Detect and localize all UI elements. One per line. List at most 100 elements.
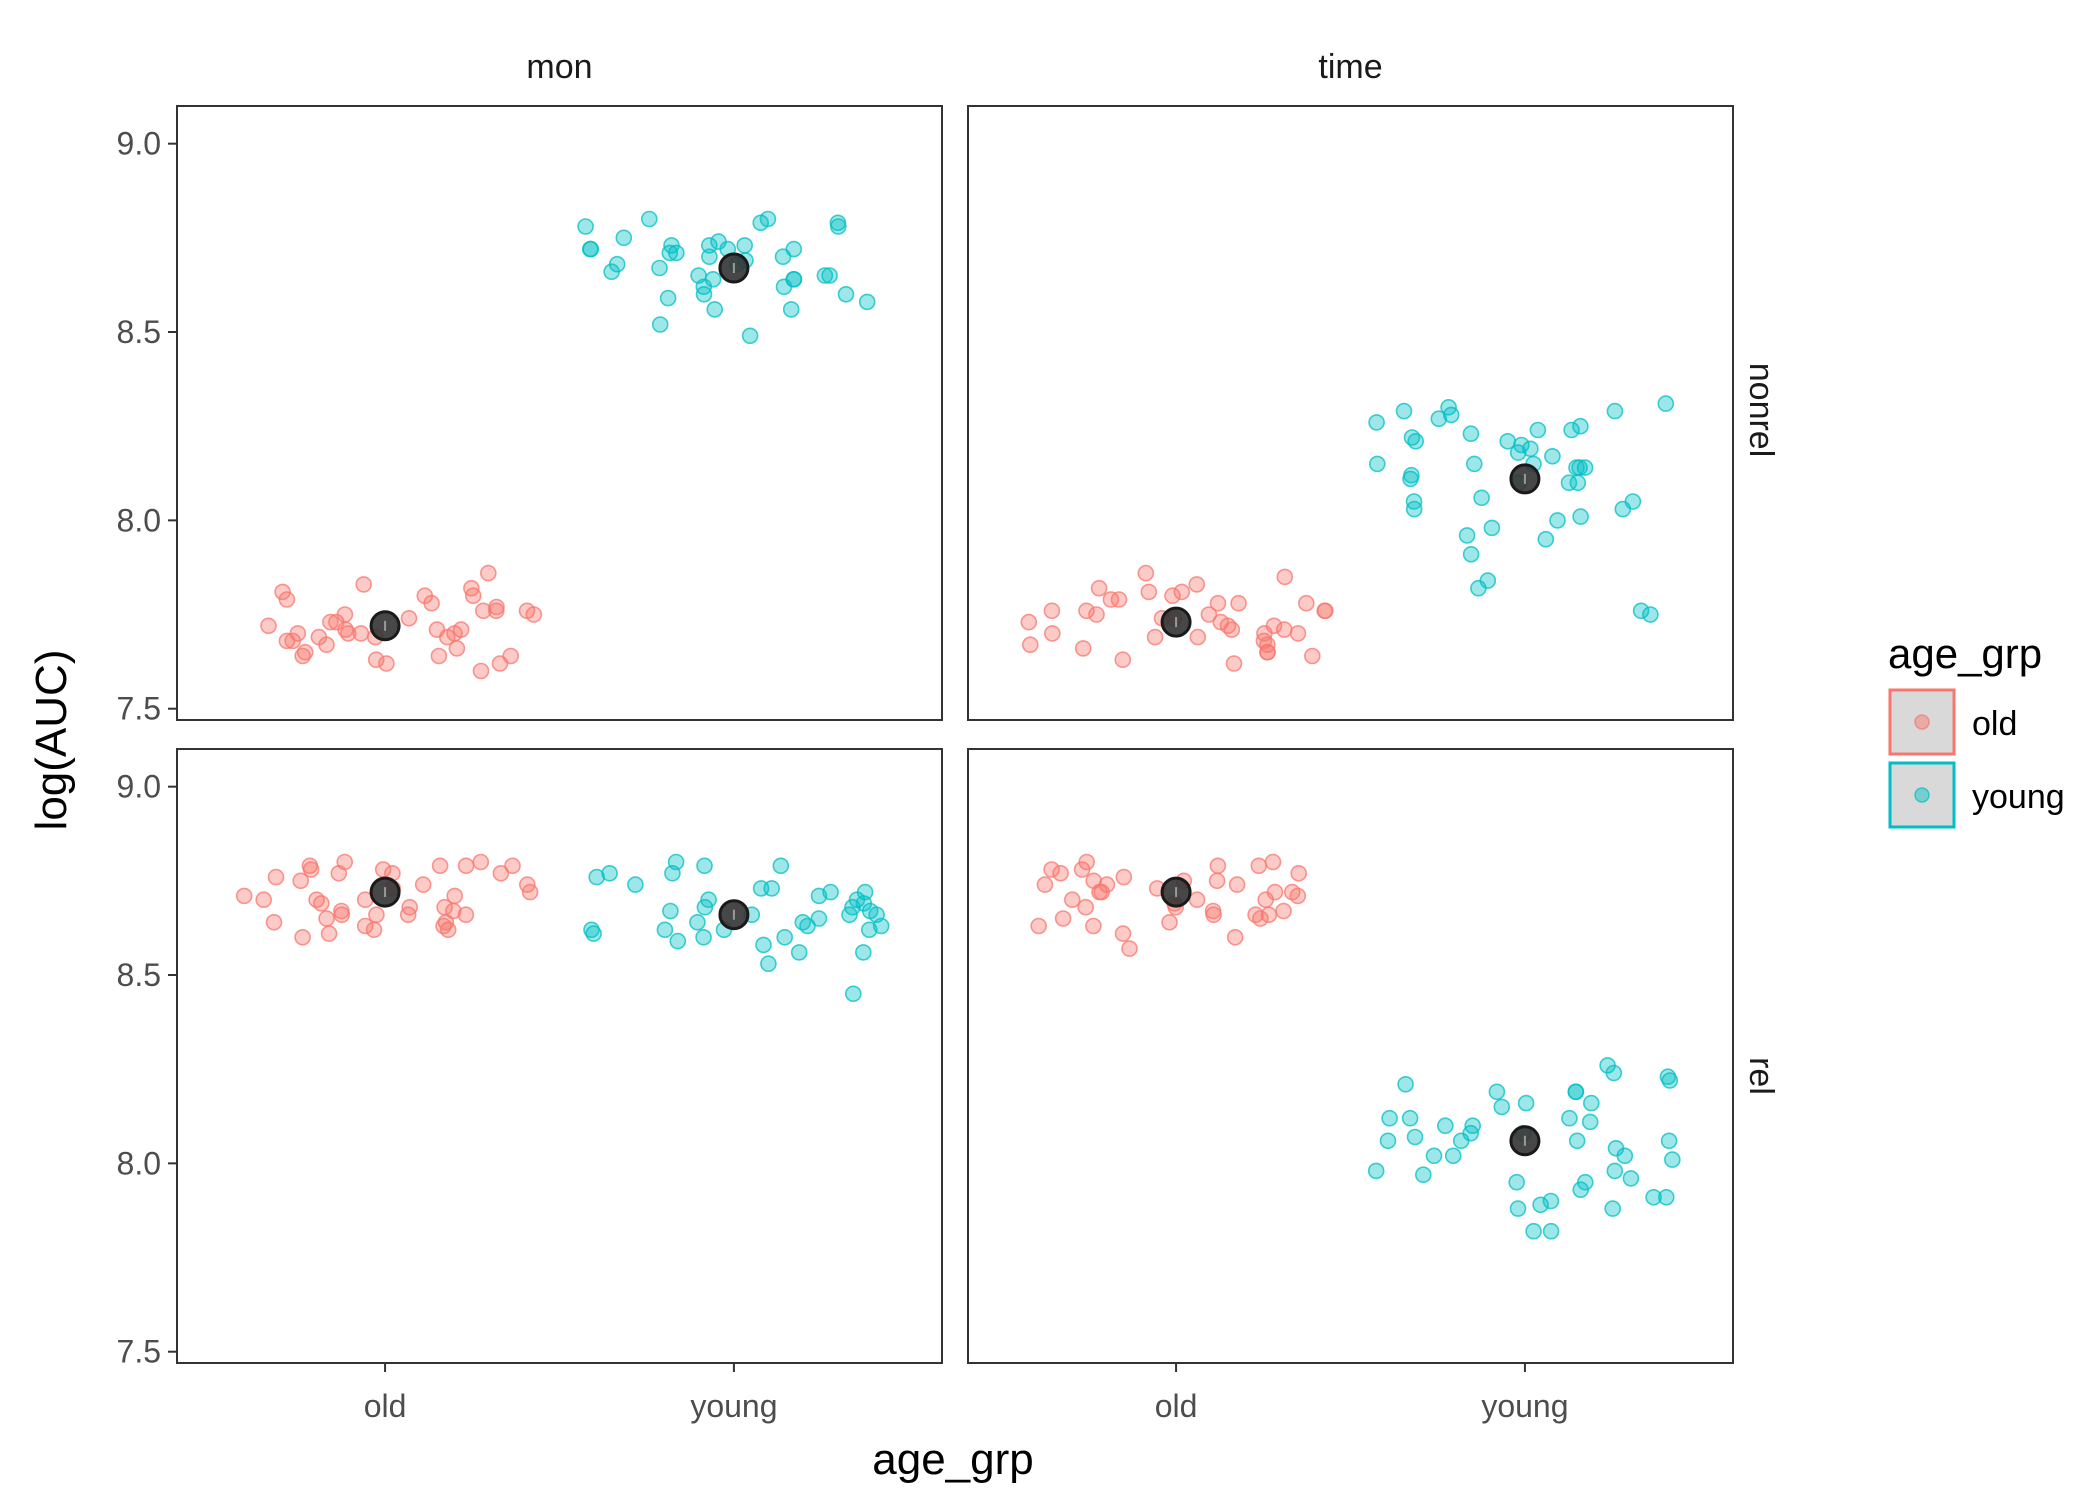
- data-point-old: [1115, 868, 1133, 886]
- data-point-old: [302, 861, 320, 878]
- data-point-young: [736, 237, 754, 254]
- y-tick-label: 8.0: [117, 502, 161, 538]
- data-point-old: [1317, 602, 1334, 620]
- data-point-old: [1304, 647, 1321, 665]
- data-point-young: [1576, 459, 1594, 476]
- data-point-young: [1605, 1064, 1623, 1082]
- data-point-young: [1632, 602, 1650, 620]
- data-point-young: [782, 301, 800, 318]
- data-point-old: [1137, 564, 1155, 582]
- data-point-young: [1661, 1072, 1679, 1089]
- data-point-young: [701, 248, 718, 266]
- legend-swatch-young: [1914, 787, 1930, 803]
- data-point-young: [1569, 474, 1587, 492]
- data-point-young: [763, 880, 781, 897]
- data-point-young: [1581, 1113, 1599, 1131]
- data-point-old: [1289, 625, 1307, 642]
- data-point-old: [1020, 613, 1038, 631]
- data-point-young: [695, 928, 712, 946]
- data-point-old: [1256, 625, 1273, 642]
- data-point-young: [1483, 519, 1501, 537]
- data-point-old: [322, 613, 339, 631]
- data-point-young: [1379, 1132, 1397, 1150]
- data-point-old: [1022, 636, 1039, 654]
- data-point-young: [1452, 1132, 1470, 1150]
- data-point-young: [1658, 1189, 1675, 1206]
- data-point-young: [1367, 1162, 1385, 1180]
- data-point-young: [1522, 440, 1539, 458]
- data-point-young: [581, 240, 599, 258]
- data-point-old: [1090, 579, 1108, 597]
- data-point-young: [1462, 425, 1480, 443]
- data-point-old: [355, 576, 373, 593]
- data-point-old: [1204, 902, 1222, 920]
- data-point-old: [1250, 857, 1268, 875]
- data-point-old: [452, 621, 470, 638]
- data-point-old: [278, 632, 296, 650]
- y-tick-label: 8.0: [117, 1145, 161, 1181]
- data-point-young: [1544, 447, 1561, 465]
- data-point-old: [436, 898, 453, 916]
- data-point-old: [1054, 910, 1072, 927]
- data-point-old: [1044, 625, 1061, 642]
- data-point-old: [416, 587, 434, 605]
- data-point-young: [662, 902, 679, 920]
- data-point-old: [472, 662, 490, 680]
- data-point-young: [848, 891, 866, 909]
- data-point-young: [1664, 1151, 1681, 1168]
- data-point-young: [1397, 1076, 1414, 1093]
- data-point-old: [487, 602, 505, 620]
- data-point-young: [1563, 421, 1580, 439]
- data-point-old: [1228, 876, 1246, 893]
- data-point-old: [1290, 864, 1307, 882]
- data-point-young: [1444, 1147, 1462, 1165]
- data-point-young: [1395, 402, 1413, 420]
- data-point-old: [368, 906, 385, 924]
- data-point-young: [1488, 1083, 1506, 1101]
- data-point-old: [1298, 594, 1315, 612]
- data-point-young: [785, 270, 803, 288]
- data-point-old: [267, 868, 285, 886]
- panel-time-nonrel: [967, 105, 1734, 721]
- data-point-old: [1043, 861, 1060, 878]
- data-point-young: [1542, 1222, 1560, 1240]
- data-point-old: [333, 906, 351, 924]
- legend-entry-old: old: [1888, 688, 2017, 756]
- data-point-old: [1259, 643, 1276, 661]
- data-point-old: [1052, 864, 1069, 882]
- data-point-old: [330, 864, 348, 882]
- data-point-old: [310, 628, 328, 646]
- data-point-old: [1140, 583, 1158, 601]
- legend: age_grp old young: [1888, 630, 2065, 829]
- data-point-old: [1264, 853, 1282, 871]
- data-point-old: [414, 876, 432, 893]
- data-point-young: [1462, 545, 1480, 563]
- data-point-young: [659, 289, 677, 307]
- y-tick-label: 7.5: [117, 691, 161, 727]
- data-point-old: [292, 872, 310, 890]
- data-point-old: [448, 640, 466, 657]
- data-point-young: [1430, 410, 1448, 428]
- data-point-young: [1614, 500, 1632, 518]
- data-point-young: [1369, 455, 1386, 473]
- data-point-young: [1368, 414, 1385, 431]
- data-point-young: [1577, 1173, 1594, 1191]
- data-point-old: [1074, 640, 1092, 657]
- data-point-old: [518, 876, 536, 893]
- data-point-young: [1606, 402, 1624, 420]
- data-point-young: [1645, 1189, 1662, 1206]
- data-point-young: [706, 301, 724, 318]
- data-point-old: [318, 910, 335, 927]
- data-point-young: [1464, 1117, 1481, 1134]
- data-point-old: [1085, 917, 1102, 935]
- data-point-young: [1499, 432, 1516, 450]
- data-point-old: [336, 606, 354, 623]
- panel-mon-rel: [176, 748, 943, 1364]
- data-point-young: [1403, 466, 1420, 484]
- legend-label-old: old: [1972, 705, 2017, 743]
- data-point-old: [399, 906, 417, 924]
- data-point-young: [760, 955, 777, 973]
- data-point-young: [1616, 1147, 1634, 1165]
- data-point-young: [1622, 1170, 1640, 1187]
- data-point-young: [696, 857, 713, 875]
